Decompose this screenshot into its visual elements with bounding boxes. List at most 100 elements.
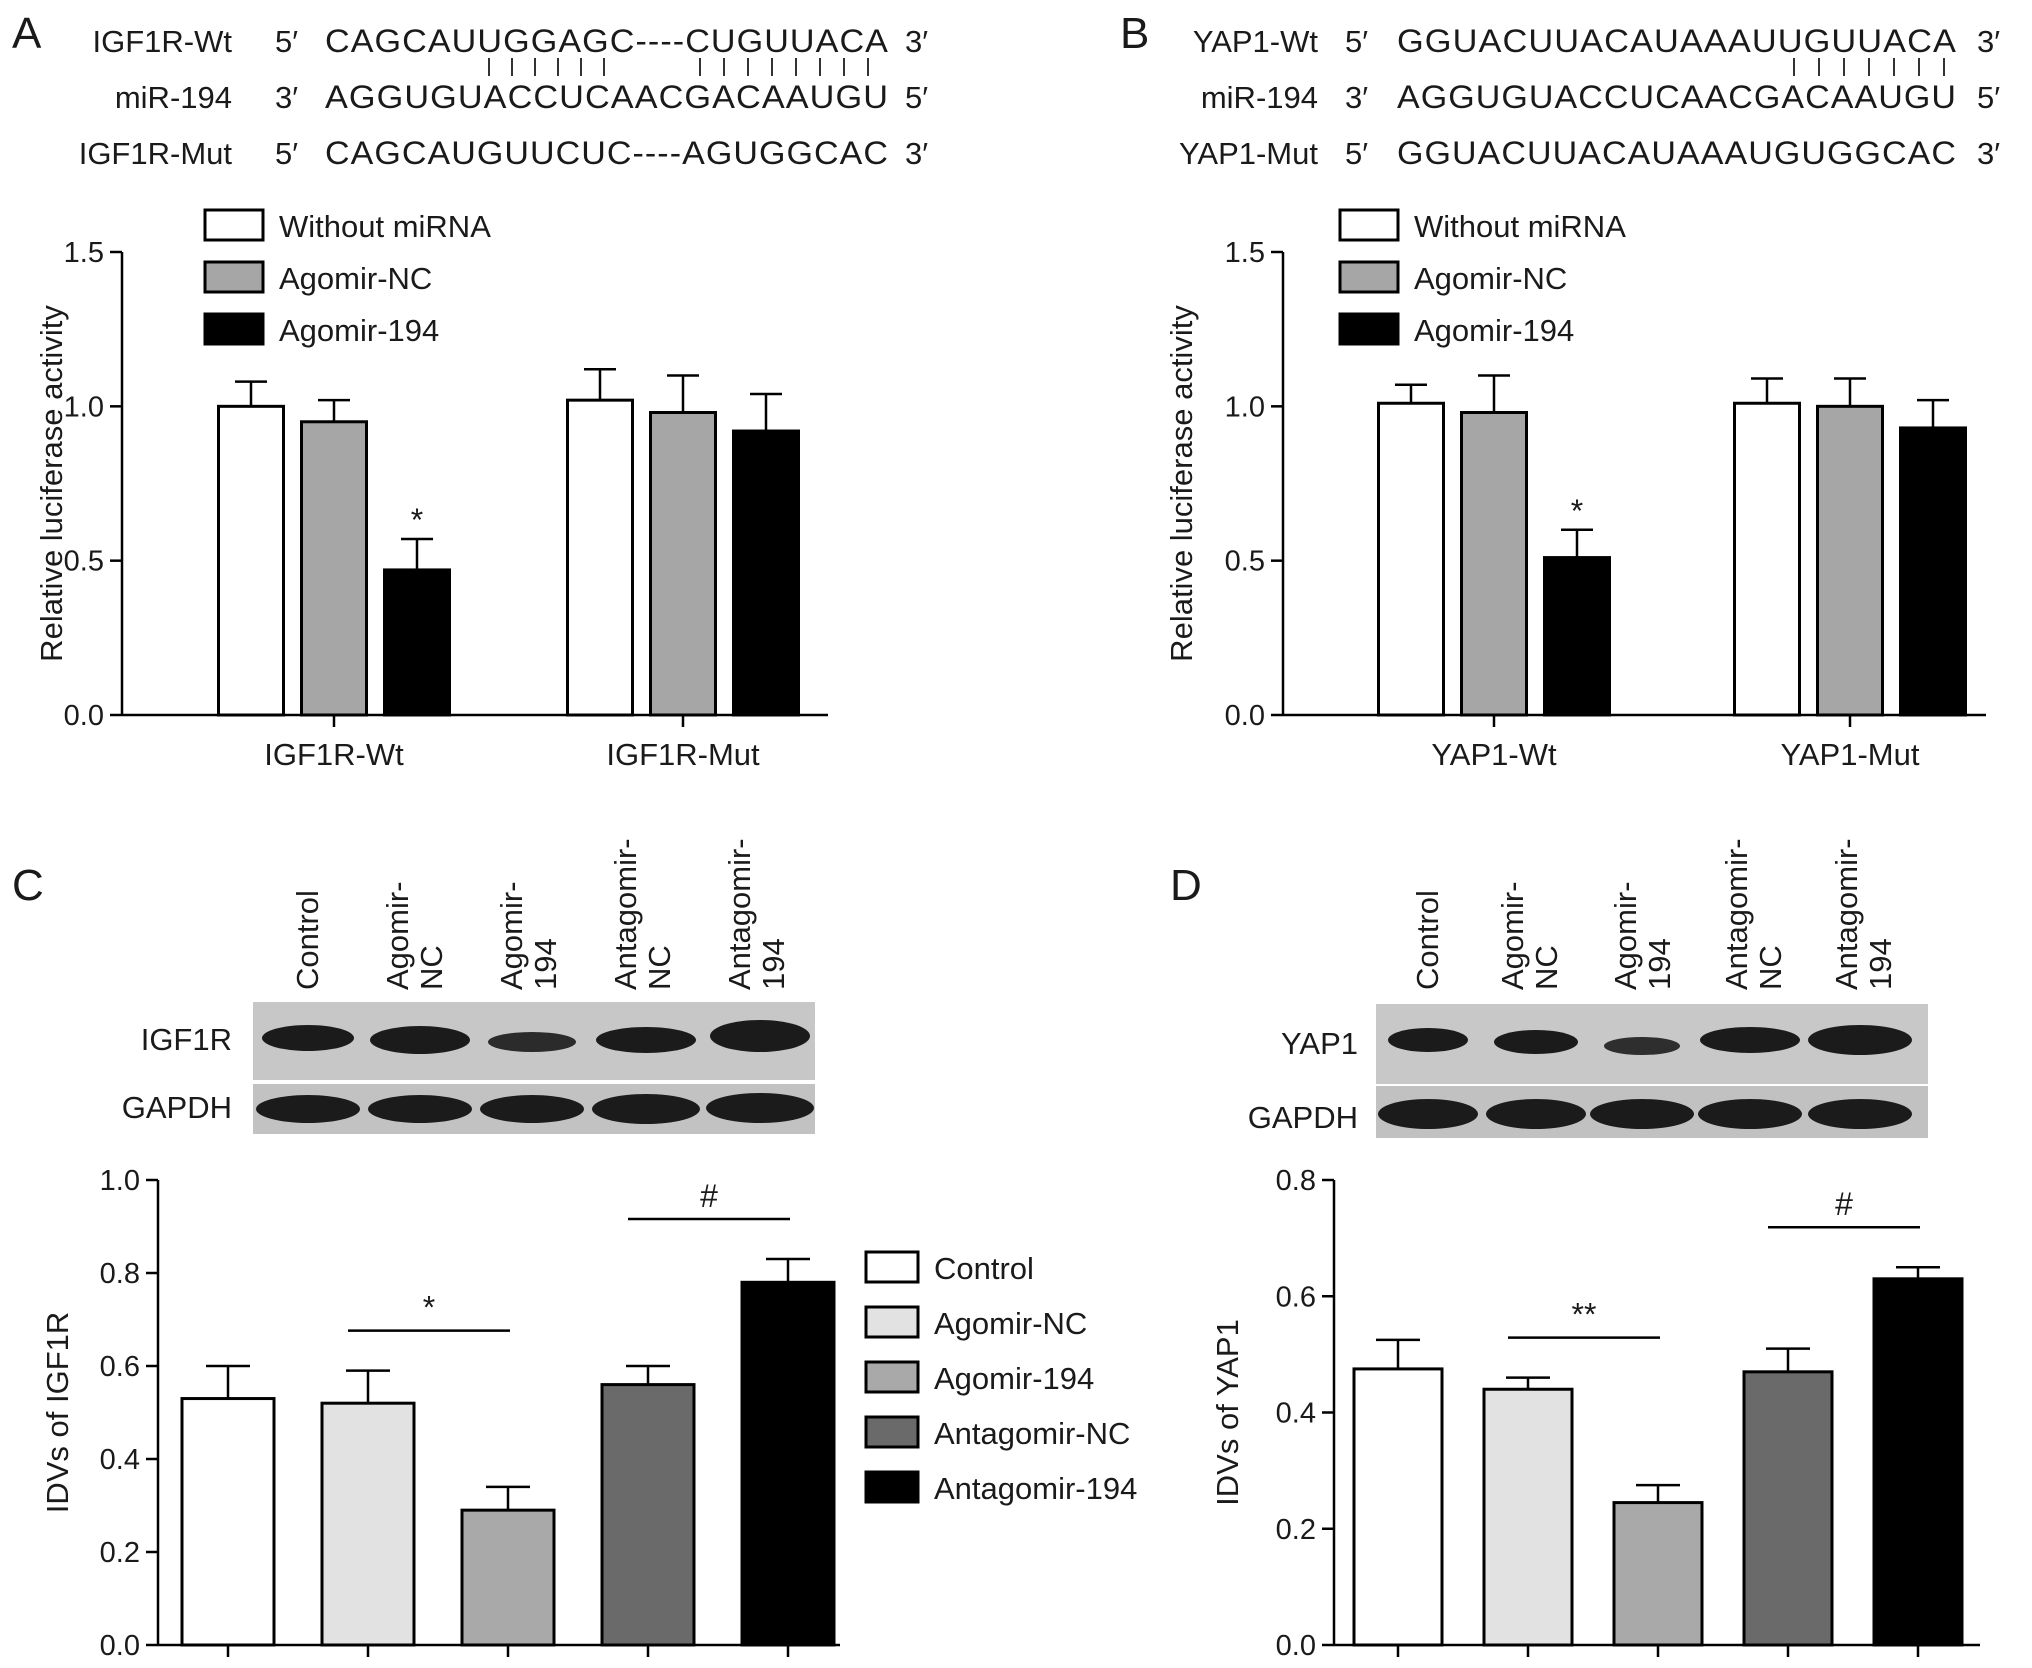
bar [600,1383,696,1647]
seq-a-seq-2: CAGCAUGUUCUC----AGUGGCAC [325,135,889,171]
sequence-alignment-b: YAP1-Wt 5′ GGUACUUACAUAAAUUGUUACA 3′ miR… [1179,23,2000,171]
bar [566,398,634,717]
bar [740,1280,836,1647]
significance-mark: * [423,1290,435,1326]
panel-a-letter: A [12,9,42,58]
legend-swatch [1338,312,1400,346]
significance-mark: * [1571,493,1583,529]
panel-d-letter: D [1170,861,1202,910]
blot-d-lane-2-text: Agomir-194 [1608,881,1677,990]
y-tick-label: 0.0 [64,700,104,732]
significance-mark: * [411,502,423,538]
pairing-lines-a [488,58,869,76]
seq-a-seq-1: AGGUGUACCUCAACGACAAUGU [325,79,889,115]
seq-b-seq-1: AGGUGUACCUCAACGACAAUGU [1397,79,1957,115]
blot-c-row-0: IGF1R [141,1022,232,1057]
seq-a-name-2: IGF1R-Mut [79,136,233,171]
significance-mark: # [1835,1186,1853,1222]
bar [1742,1370,1834,1647]
chart-a: 0.0 0.5 1.0 1.5 Relative luciferase activity… [34,208,828,772]
chart-b: 0.0 0.5 1.0 1.5 Relative luciferase activity… [1164,208,1986,772]
legend-label: Agomir-194 [279,313,439,348]
bar [1612,1501,1704,1647]
seq-a-right-1: 5′ [905,80,928,115]
y-tick-label: 0.5 [64,546,104,578]
legend-swatch [864,1415,920,1449]
y-tick-label: 0.6 [100,1351,140,1383]
legend-label: Agomir-194 [934,1361,1094,1396]
blot-c-lane-3-text: Antagomir-NC [608,838,677,990]
seq-a-right-0: 3′ [905,24,928,59]
blot-c-lane-4-text: Antagomir-194 [722,838,791,990]
significance-mark: ** [1572,1297,1597,1333]
y-axis-title: Relative luciferase activity [1164,305,1199,662]
panel-b-letter: B [1120,9,1149,58]
legend-swatch [203,312,265,346]
y-tick-label: 0.6 [1276,1281,1316,1313]
blot-c-lane-1: Agomir-NC [380,881,449,990]
bar [320,1401,416,1647]
seq-b-right-0: 3′ [1977,24,2000,59]
seq-a-name-1: miR-194 [115,80,232,115]
y-tick-label: 0.0 [1276,1630,1316,1662]
bar [1733,401,1801,717]
y-tick-label: 0.5 [1225,546,1265,578]
y-axis-title: IDVs of IGF1R [40,1312,75,1514]
chart-c: 0.0 0.2 0.4 0.6 0.8 1.0 IDVs of IGF1R * # Control… [40,1165,1137,1662]
seq-b-seq-2: GGUACUUACAUAAAUGUGGCAC [1397,135,1957,171]
legend-label: Antagomir-194 [934,1471,1137,1506]
blot-c-lane-3: Antagomir-NC [608,838,677,990]
blot-c-lane-2-text: Agomir-194 [494,881,563,990]
bar [1543,556,1611,717]
legend-label: Antagomir-NC [934,1416,1130,1451]
y-tick-label: 0.0 [100,1630,140,1662]
seq-a-left-1: 3′ [275,80,298,115]
seq-b-right-2: 3′ [1977,136,2000,171]
seq-a-right-2: 3′ [905,136,928,171]
blot-c-lane-4: Antagomir-194 [722,838,791,990]
blot-c-row-1: GAPDH [122,1090,232,1125]
legend-swatch [203,208,265,242]
blot-d-lane-4-text: Antagomir-194 [1829,838,1898,990]
x-category-label: IGF1R-Wt [264,737,404,772]
seq-a-name-0: IGF1R-Wt [93,24,233,59]
y-tick-label: 0.8 [1276,1165,1316,1197]
bar [1816,404,1884,717]
bar [300,420,368,717]
seq-a-left-0: 5′ [275,24,298,59]
blot-d-lane-3: Antagomir-NC [1719,838,1788,990]
pairing-lines-b [1793,58,1945,76]
legend-label: Agomir-NC [279,261,432,296]
legend-swatch [203,260,265,294]
x-category-label: IGF1R-Mut [606,737,760,772]
legend-label: Control [934,1251,1034,1286]
bar [1872,1277,1964,1647]
blot-c-lane-labels: Control Agomir-NC Agomir-194 Antagomir-N… [290,838,791,990]
blot-d-lane-1: Agomir-NC [1495,881,1564,990]
y-tick-label: 0.4 [100,1444,140,1476]
blot-c-lane-1-text: Agomir-NC [380,881,449,990]
blot-d-row-1: GAPDH [1248,1100,1358,1135]
y-axis-title: IDVs of YAP1 [1210,1319,1245,1506]
y-tick-label: 0.8 [100,1258,140,1290]
bar [1460,411,1528,717]
significance-mark: # [700,1178,718,1214]
y-tick-label: 0.2 [1276,1514,1316,1546]
bar [383,568,451,717]
blot-d-lane-0: Control [1410,890,1445,990]
y-tick-label: 1.5 [1225,237,1265,269]
bar [180,1397,276,1647]
y-tick-label: 0.2 [100,1537,140,1569]
x-category-label: YAP1-Mut [1781,737,1920,772]
bar [649,411,717,717]
legend-label: Without miRNA [279,209,491,244]
blot-c-lane-0: Control [290,890,325,990]
seq-b-name-0: YAP1-Wt [1193,24,1319,59]
blot-d-lane-2: Agomir-194 [1608,881,1677,990]
bar [1352,1367,1444,1647]
legend-swatch [864,1360,920,1394]
bar [1899,426,1967,717]
sequence-alignment-a: IGF1R-Wt 5′ CAGCAUUGGAGC----CUGUUACA 3′ … [79,23,929,171]
y-tick-label: 0.0 [1225,700,1265,732]
